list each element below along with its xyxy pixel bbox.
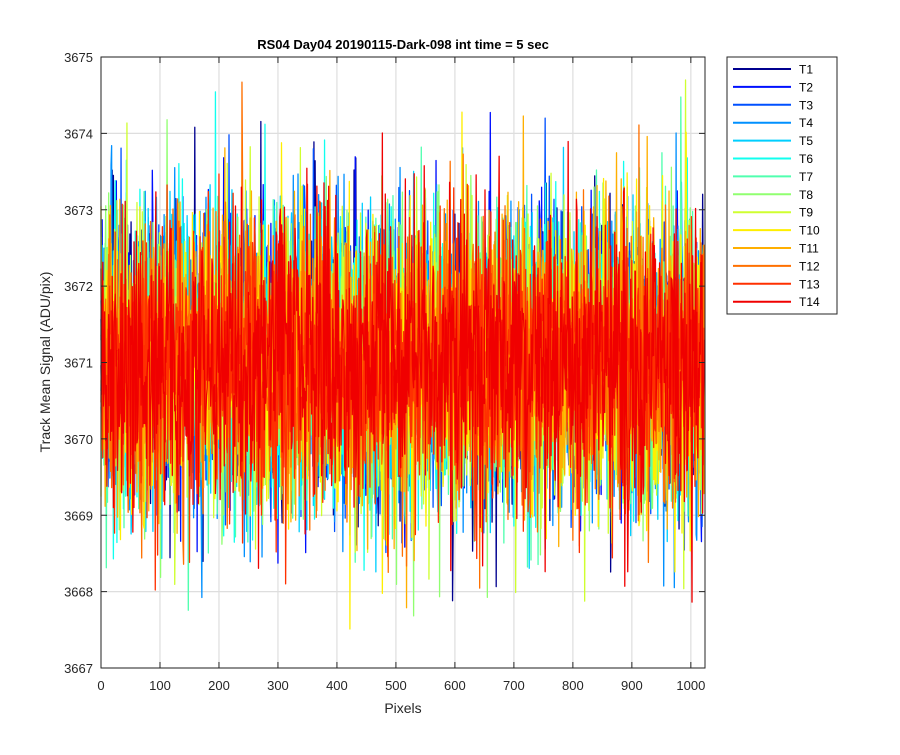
legend-label-t13: T13 <box>799 277 820 291</box>
x-axis-title: Pixels <box>384 700 421 716</box>
y-axis-title: Track Mean Signal (ADU/pix) <box>37 272 53 453</box>
y-tick-label: 3672 <box>64 279 93 294</box>
legend-label-t2: T2 <box>799 80 813 94</box>
legend-label-t5: T5 <box>799 134 813 148</box>
x-tick-label: 0 <box>97 678 104 693</box>
y-tick-label: 3673 <box>64 203 93 218</box>
chart-title: RS04 Day04 20190115-Dark-098 int time = … <box>257 37 549 52</box>
x-tick-label: 1000 <box>676 678 705 693</box>
legend-label-t8: T8 <box>799 188 813 202</box>
x-tick-label: 300 <box>267 678 289 693</box>
x-tick-label: 500 <box>385 678 407 693</box>
x-tick-label: 100 <box>149 678 171 693</box>
y-tick-label: 3667 <box>64 661 93 676</box>
y-tick-label: 3670 <box>64 432 93 447</box>
y-tick-label: 3671 <box>64 356 93 371</box>
legend-label-t3: T3 <box>799 98 813 112</box>
y-tick-label: 3669 <box>64 508 93 523</box>
x-tick-label: 700 <box>503 678 525 693</box>
legend-label-t7: T7 <box>799 170 813 184</box>
series-line-t14 <box>100 132 706 603</box>
y-tick-label: 3674 <box>64 126 93 141</box>
legend-label-t10: T10 <box>799 224 820 238</box>
y-tick-label: 3668 <box>64 585 93 600</box>
legend-label-t9: T9 <box>799 206 813 220</box>
legend-label-t14: T14 <box>799 295 820 309</box>
legend-label-t12: T12 <box>799 259 820 273</box>
x-tick-label: 600 <box>444 678 466 693</box>
axis-ticks: 0 100 200 300 400 500 600 700 800 900 1000 3667 3668… <box>64 50 705 693</box>
x-tick-label: 900 <box>621 678 643 693</box>
x-tick-label: 200 <box>208 678 230 693</box>
x-tick-label: 400 <box>326 678 348 693</box>
legend-box <box>726 56 838 315</box>
legend-label-t11: T11 <box>799 242 819 256</box>
legend: T1 T2 T3 T4 T5 T6 T7 T8 T9 T10 T11 T12 T13 T14 <box>726 56 838 315</box>
x-tick-label: 800 <box>562 678 584 693</box>
legend-label-t1: T1 <box>799 63 813 77</box>
series-lines <box>100 79 706 630</box>
y-tick-label: 3675 <box>64 50 93 65</box>
legend-label-t4: T4 <box>799 116 813 130</box>
legend-label-t6: T6 <box>799 152 813 166</box>
